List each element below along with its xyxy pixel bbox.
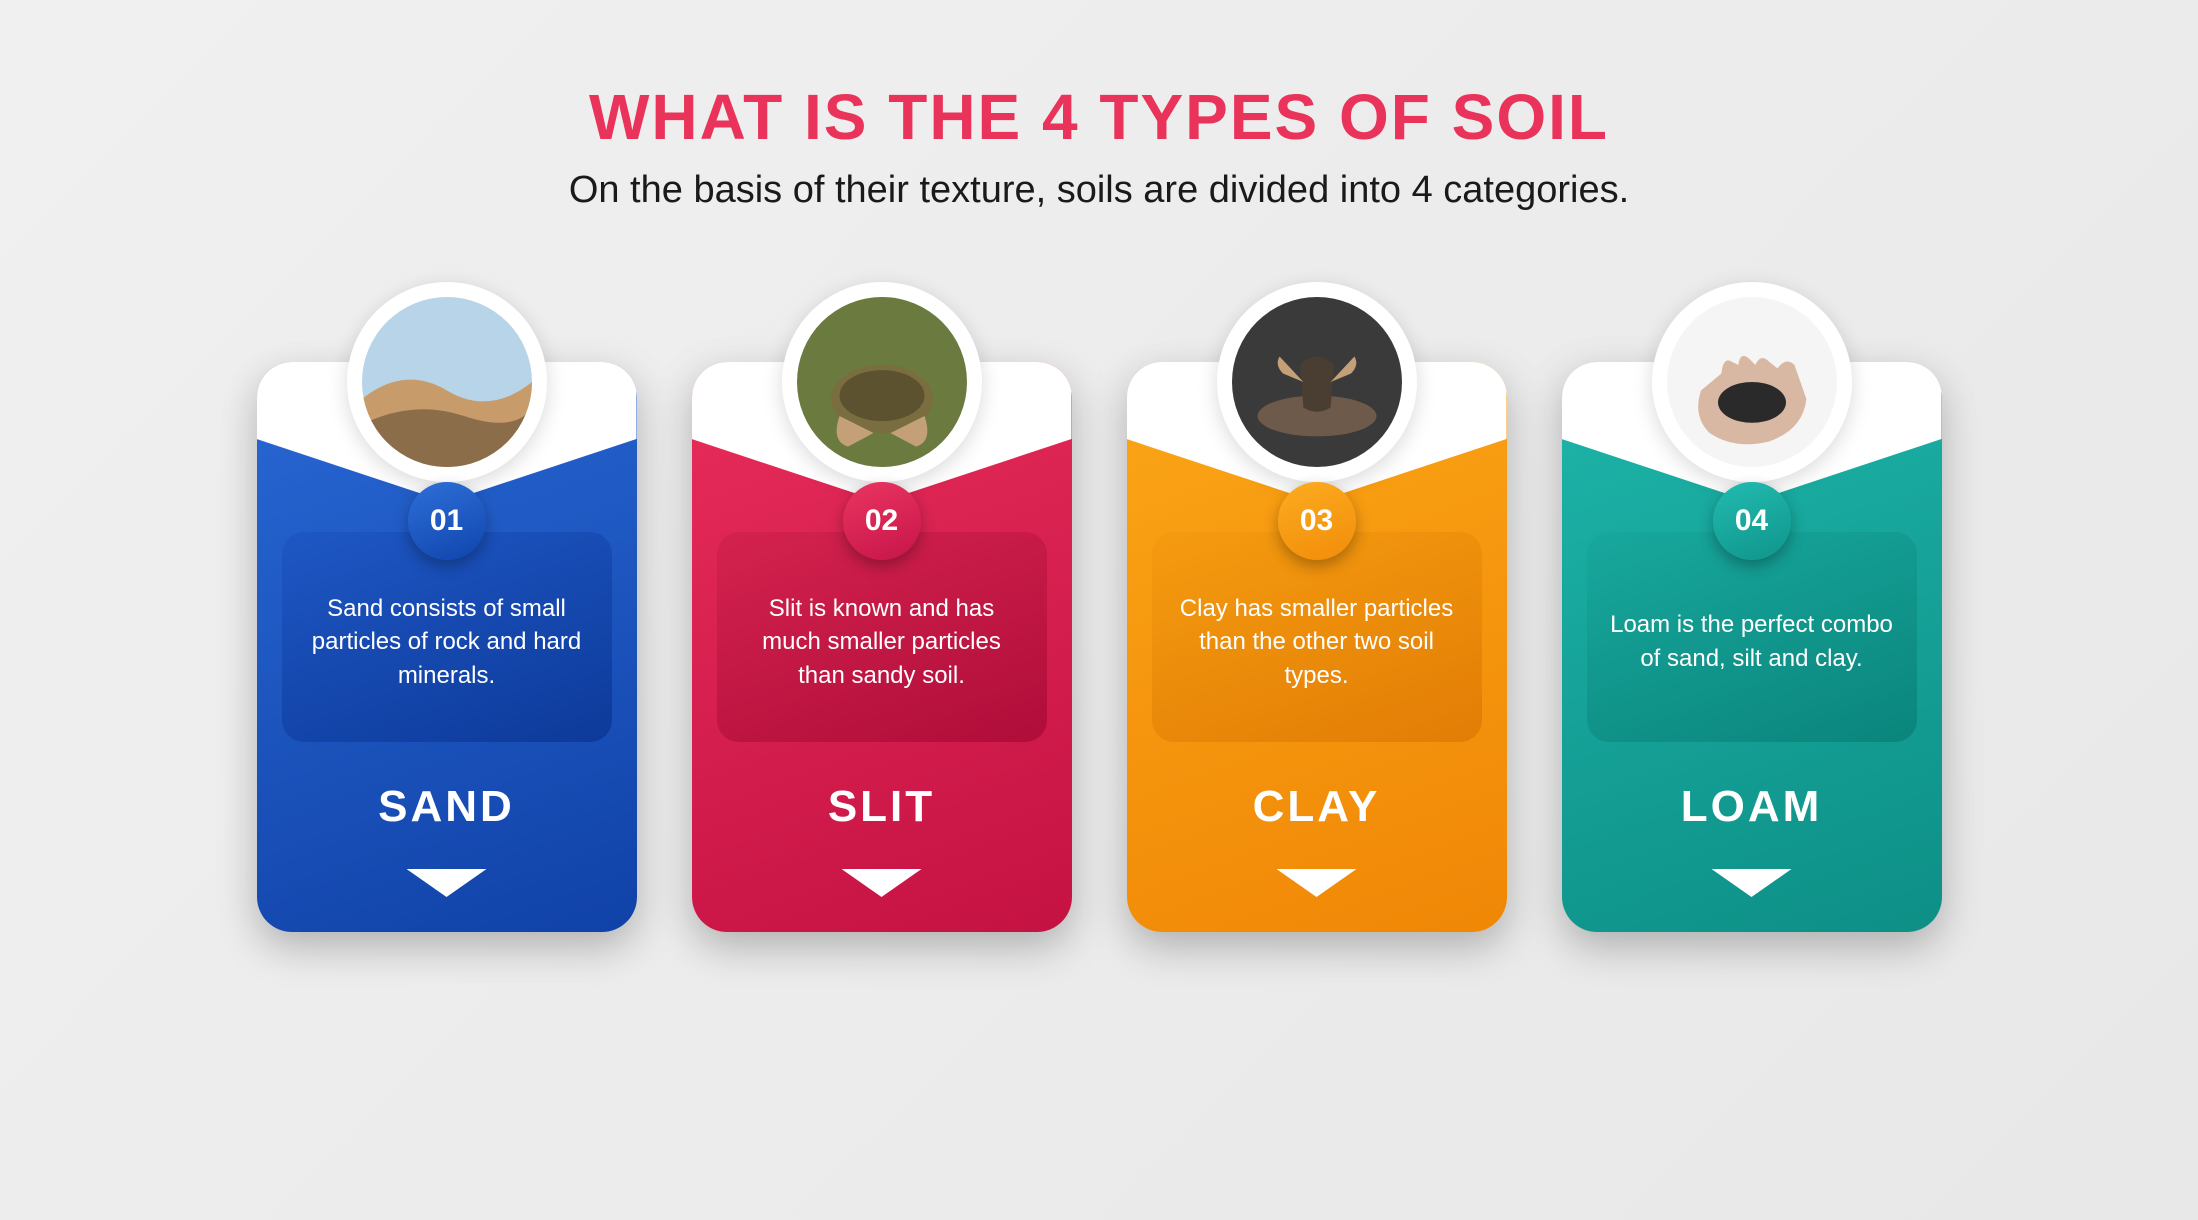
soil-image-icon — [362, 297, 532, 467]
icon-circle — [1652, 282, 1852, 482]
soil-type-label: SLIT — [692, 782, 1072, 832]
icon-circle — [782, 282, 982, 482]
number-badge: 02 — [843, 482, 921, 560]
infographic-container: WHAT IS THE 4 TYPES OF SOIL On the basis… — [0, 0, 2198, 1220]
arrow-down-icon — [407, 869, 487, 897]
icon-circle — [1217, 282, 1417, 482]
description-text: Slit is known and has much smaller parti… — [737, 592, 1027, 693]
description-box: Clay has smaller particles than the othe… — [1152, 532, 1482, 742]
description-text: Loam is the perfect combo of sand, silt … — [1607, 608, 1897, 675]
soil-type-label: SAND — [257, 782, 637, 832]
description-box: Sand consists of small particles of rock… — [282, 532, 612, 742]
arrow-down-icon — [1277, 869, 1357, 897]
number-badge: 03 — [1278, 482, 1356, 560]
description-text: Sand consists of small particles of rock… — [302, 592, 592, 693]
soil-type-label: CLAY — [1127, 782, 1507, 832]
soil-card-sand: Sand consists of small particles of rock… — [257, 282, 637, 962]
arrow-down-icon — [842, 869, 922, 897]
soil-card-clay: Clay has smaller particles than the othe… — [1127, 282, 1507, 962]
arrow-down-icon — [1712, 869, 1792, 897]
icon-circle — [347, 282, 547, 482]
soil-card-slit: Slit is known and has much smaller parti… — [692, 282, 1072, 962]
description-box: Slit is known and has much smaller parti… — [717, 532, 1047, 742]
cards-row: Sand consists of small particles of rock… — [257, 282, 1942, 962]
description-text: Clay has smaller particles than the othe… — [1172, 592, 1462, 693]
description-box: Loam is the perfect combo of sand, silt … — [1587, 532, 1917, 742]
soil-type-label: LOAM — [1562, 782, 1942, 832]
main-title: WHAT IS THE 4 TYPES OF SOIL — [589, 80, 1609, 154]
number-badge: 04 — [1713, 482, 1791, 560]
soil-image-icon — [797, 297, 967, 467]
subtitle-text: On the basis of their texture, soils are… — [569, 169, 1629, 212]
number-badge: 01 — [408, 482, 486, 560]
soil-image-icon — [1667, 297, 1837, 467]
soil-card-loam: Loam is the perfect combo of sand, silt … — [1562, 282, 1942, 962]
soil-image-icon — [1232, 297, 1402, 467]
